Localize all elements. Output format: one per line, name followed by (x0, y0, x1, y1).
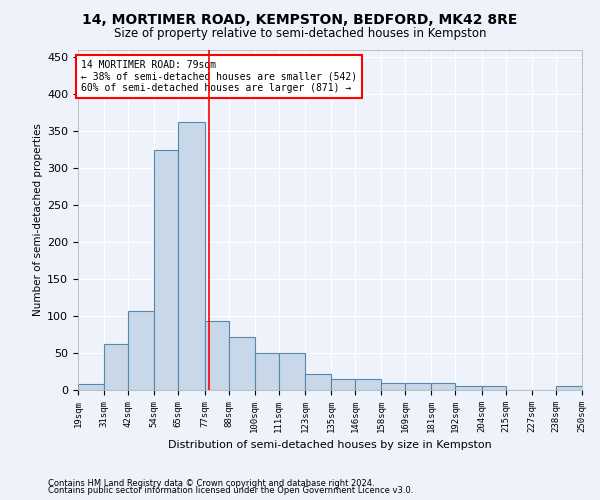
Bar (431, 382, 455, 390)
Text: Contains public sector information licensed under the Open Government Licence v3: Contains public sector information licen… (48, 486, 413, 495)
Bar (355, 379, 381, 390)
Bar (381, 382, 405, 390)
Text: Size of property relative to semi-detached houses in Kempston: Size of property relative to semi-detach… (114, 28, 486, 40)
Bar (104, 344, 128, 390)
Bar (405, 382, 431, 390)
Bar (482, 386, 506, 390)
Y-axis label: Number of semi-detached properties: Number of semi-detached properties (33, 124, 43, 316)
Bar (305, 374, 331, 390)
Bar (255, 353, 279, 390)
Text: 14 MORTIMER ROAD: 79sqm
← 38% of semi-detached houses are smaller (542)
60% of s: 14 MORTIMER ROAD: 79sqm ← 38% of semi-de… (80, 60, 356, 94)
Bar (154, 150, 178, 390)
Bar (178, 122, 205, 390)
Bar (556, 386, 582, 390)
Bar (78, 384, 104, 390)
Bar (128, 311, 154, 390)
Text: Contains HM Land Registry data © Crown copyright and database right 2024.: Contains HM Land Registry data © Crown c… (48, 478, 374, 488)
X-axis label: Distribution of semi-detached houses by size in Kempston: Distribution of semi-detached houses by … (168, 440, 492, 450)
Bar (279, 353, 305, 390)
Bar (205, 322, 229, 390)
Bar (455, 386, 482, 390)
Bar (229, 337, 255, 390)
Bar (331, 379, 355, 390)
Text: 14, MORTIMER ROAD, KEMPSTON, BEDFORD, MK42 8RE: 14, MORTIMER ROAD, KEMPSTON, BEDFORD, MK… (82, 12, 518, 26)
